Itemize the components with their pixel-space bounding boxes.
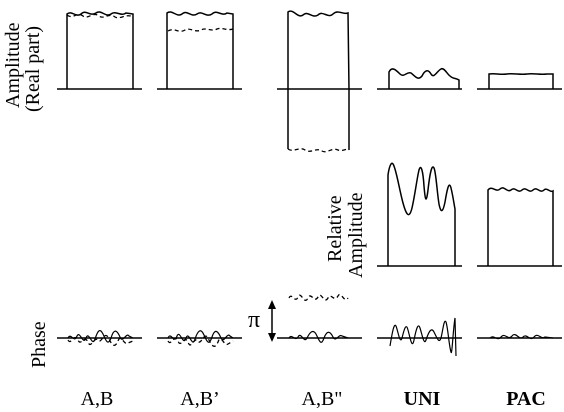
phase-ab-prime-dashed-curve xyxy=(167,335,234,347)
column-label-pac: PAC xyxy=(506,388,546,410)
phase-ab-double-prime-dashed-curve xyxy=(288,293,349,301)
column-label-uni: UNI xyxy=(404,388,441,410)
relative-amplitude-label-line1: Relative xyxy=(324,195,346,262)
phase-pac-curve xyxy=(489,334,554,340)
phase-uni-curve xyxy=(389,317,457,357)
amp-ab-double-prime-dashed-curve xyxy=(287,148,350,153)
amp-ab-double-prime-solid-curve xyxy=(287,10,350,90)
phase-ab-double-prime-solid-curve xyxy=(288,330,349,343)
pi-symbol: π xyxy=(248,307,260,333)
amp-ab-dashed-curve xyxy=(66,13,134,19)
column-label-ab-prime: A,B’ xyxy=(180,388,219,410)
amplitude-label-line2: (Real part) xyxy=(22,26,44,112)
amp-ab-solid-curve xyxy=(66,11,134,89)
phase-ab-prime-solid-curve xyxy=(167,330,234,343)
rel-uni-curve xyxy=(387,162,456,266)
amplitude-label-line1: Amplitude xyxy=(2,22,24,108)
amp-pac-curve xyxy=(488,72,554,89)
pi-arrow-head-up xyxy=(268,300,276,309)
column-label-ab: A,B xyxy=(81,388,114,410)
amp-ab-prime-solid-curve xyxy=(166,11,234,89)
amp-ab-prime-dashed-curve xyxy=(167,27,234,32)
relative-amplitude-label-line2: Amplitude xyxy=(345,192,367,278)
pi-arrow-head-down xyxy=(268,333,276,342)
phase-ab-solid-curve xyxy=(67,329,134,343)
rel-pac-curve xyxy=(487,187,554,266)
phase-label: Phase xyxy=(28,321,50,368)
phase-ab-dashed-curve xyxy=(67,334,134,346)
amp-uni-curve xyxy=(388,67,460,89)
column-label-ab-double-prime: A,B" xyxy=(302,388,343,410)
